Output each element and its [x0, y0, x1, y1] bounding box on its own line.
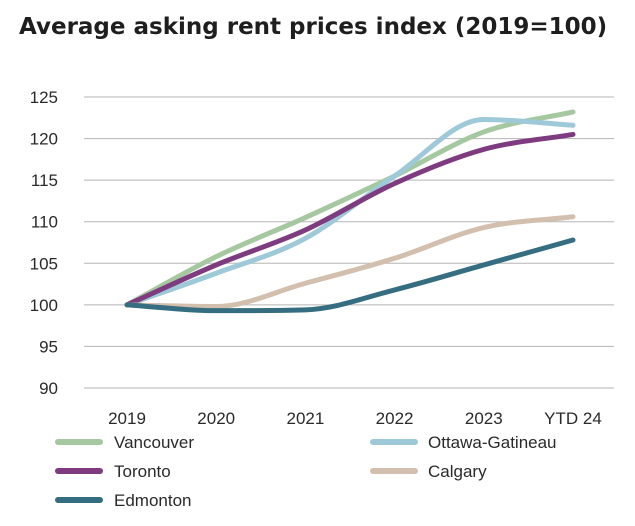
legend-label-ottawa-gatineau: Ottawa-Gatineau — [428, 433, 557, 452]
series-line-calgary — [124, 214, 576, 310]
x-tick-label: 2023 — [465, 409, 503, 428]
x-axis-ticks: 2019 2020 2021 2022 2023 YTD 24 — [108, 409, 602, 428]
y-tick-label: 95 — [39, 337, 58, 356]
y-tick-label: 90 — [39, 379, 58, 398]
y-tick-label: 125 — [30, 88, 58, 107]
y-tick-label: 110 — [31, 213, 58, 232]
series-line-vancouver — [124, 109, 576, 308]
x-tick-label: 2019 — [108, 409, 146, 428]
y-axis-ticks: 90 95 100 105 110 115 120 125 — [30, 88, 58, 398]
x-tick-label: 2021 — [286, 409, 324, 428]
legend-label-calgary: Calgary — [428, 462, 487, 481]
x-tick-label: 2022 — [376, 409, 414, 428]
series-line-toronto — [124, 131, 576, 308]
legend-label-vancouver: Vancouver — [114, 433, 194, 452]
y-tick-label: 120 — [30, 130, 58, 149]
legend: Vancouver Ottawa-Gatineau Toronto Calgary Ed… — [55, 433, 557, 510]
plot-lines — [124, 109, 576, 314]
y-tick-label: 100 — [30, 296, 58, 315]
series-line-edmonton — [124, 237, 576, 314]
legend-label-edmonton: Edmonton — [114, 491, 192, 510]
legend-label-toronto: Toronto — [114, 462, 171, 481]
x-tick-label: 2020 — [197, 409, 235, 428]
chart-title: Average asking rent prices index (2019=1… — [19, 14, 607, 40]
y-tick-label: 115 — [31, 171, 58, 190]
x-tick-label: YTD 24 — [544, 409, 602, 428]
y-tick-label: 105 — [30, 254, 58, 273]
